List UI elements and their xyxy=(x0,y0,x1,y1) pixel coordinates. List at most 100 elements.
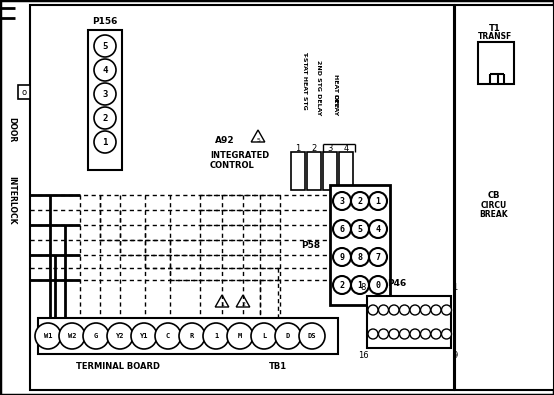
Circle shape xyxy=(94,35,116,57)
Bar xyxy=(323,152,337,190)
Text: 2: 2 xyxy=(357,196,362,205)
Text: 7: 7 xyxy=(376,252,381,261)
Circle shape xyxy=(333,192,351,210)
Text: M: M xyxy=(238,333,242,339)
Text: 3: 3 xyxy=(327,143,333,152)
Text: W2: W2 xyxy=(68,333,76,339)
Text: INTERLOCK: INTERLOCK xyxy=(8,176,17,224)
Text: 4: 4 xyxy=(376,224,381,233)
Circle shape xyxy=(378,329,388,339)
Circle shape xyxy=(431,329,441,339)
Text: 3: 3 xyxy=(102,90,107,98)
Circle shape xyxy=(368,305,378,315)
Circle shape xyxy=(431,305,441,315)
Circle shape xyxy=(251,323,277,349)
Circle shape xyxy=(389,329,399,339)
Text: DELAY: DELAY xyxy=(332,94,337,116)
Text: CONTROL: CONTROL xyxy=(210,160,255,169)
Bar xyxy=(339,152,353,190)
Text: L: L xyxy=(262,333,266,339)
Circle shape xyxy=(369,248,387,266)
Circle shape xyxy=(155,323,181,349)
Circle shape xyxy=(131,323,157,349)
Text: 0: 0 xyxy=(376,280,381,290)
Circle shape xyxy=(378,305,388,315)
Bar xyxy=(38,318,338,354)
Circle shape xyxy=(94,59,116,81)
Text: Y2: Y2 xyxy=(116,333,124,339)
Circle shape xyxy=(59,323,85,349)
Circle shape xyxy=(420,305,430,315)
Text: 6: 6 xyxy=(340,224,345,233)
Text: 5: 5 xyxy=(256,137,260,143)
Circle shape xyxy=(420,329,430,339)
Circle shape xyxy=(368,329,378,339)
Circle shape xyxy=(333,220,351,238)
Text: D: D xyxy=(286,333,290,339)
Text: 2: 2 xyxy=(340,280,345,290)
Text: 2ND STG DELAY: 2ND STG DELAY xyxy=(315,60,321,116)
Text: C: C xyxy=(166,333,170,339)
Circle shape xyxy=(299,323,325,349)
Circle shape xyxy=(94,83,116,105)
Bar xyxy=(88,30,122,170)
Text: G: G xyxy=(94,333,98,339)
Text: 1: 1 xyxy=(214,333,218,339)
Bar xyxy=(478,42,514,84)
Circle shape xyxy=(399,329,409,339)
Circle shape xyxy=(179,323,205,349)
Text: 2: 2 xyxy=(102,113,107,122)
Text: o: o xyxy=(22,88,27,96)
Text: CIRCU: CIRCU xyxy=(481,201,507,209)
Circle shape xyxy=(227,323,253,349)
Text: 5: 5 xyxy=(102,41,107,51)
Circle shape xyxy=(333,248,351,266)
Circle shape xyxy=(83,323,109,349)
Circle shape xyxy=(351,248,369,266)
Text: A92: A92 xyxy=(215,135,235,145)
Text: T1: T1 xyxy=(489,23,501,32)
Text: 9: 9 xyxy=(453,351,458,360)
Text: 5: 5 xyxy=(357,224,362,233)
Circle shape xyxy=(442,305,452,315)
Bar xyxy=(307,152,321,190)
Text: BREAK: BREAK xyxy=(480,209,509,218)
Text: P58: P58 xyxy=(301,241,320,250)
Text: 3: 3 xyxy=(340,196,345,205)
Circle shape xyxy=(94,107,116,129)
Bar xyxy=(18,85,30,99)
Circle shape xyxy=(399,305,409,315)
Circle shape xyxy=(35,323,61,349)
Circle shape xyxy=(389,305,399,315)
Text: CB: CB xyxy=(488,190,500,199)
Text: 1: 1 xyxy=(453,283,458,292)
Text: INTEGRATED: INTEGRATED xyxy=(210,150,269,160)
Text: TRANSF: TRANSF xyxy=(478,32,512,41)
Bar xyxy=(291,152,305,190)
Circle shape xyxy=(94,131,116,153)
Circle shape xyxy=(442,329,452,339)
Bar xyxy=(30,5,454,390)
Text: DS: DS xyxy=(308,333,316,339)
Text: 8: 8 xyxy=(357,252,362,261)
Text: 4: 4 xyxy=(343,143,348,152)
Circle shape xyxy=(369,192,387,210)
Circle shape xyxy=(410,305,420,315)
Text: 9: 9 xyxy=(340,252,345,261)
Bar xyxy=(455,5,554,390)
Text: T-STAT HEAT STG: T-STAT HEAT STG xyxy=(302,51,307,109)
Circle shape xyxy=(369,220,387,238)
Bar xyxy=(330,185,390,305)
Circle shape xyxy=(107,323,133,349)
Text: 1: 1 xyxy=(357,280,362,290)
Text: 2: 2 xyxy=(241,303,245,307)
Text: 1: 1 xyxy=(295,143,301,152)
Text: 16: 16 xyxy=(358,351,368,360)
Circle shape xyxy=(410,329,420,339)
Text: 1: 1 xyxy=(376,196,381,205)
Text: HEAT OFF: HEAT OFF xyxy=(332,74,337,108)
Text: W1: W1 xyxy=(44,333,52,339)
Circle shape xyxy=(351,220,369,238)
Bar xyxy=(367,296,451,348)
Text: 8: 8 xyxy=(360,283,366,292)
